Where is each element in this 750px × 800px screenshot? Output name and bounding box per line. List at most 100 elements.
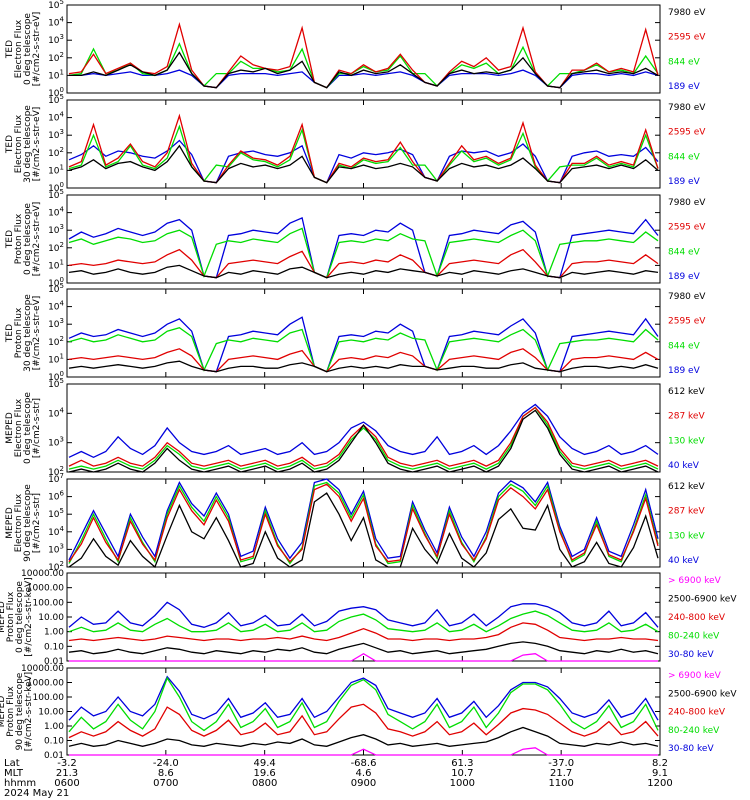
y-tick-label: 105 bbox=[48, 0, 64, 11]
y-axis-title-line: [#/cm2-s-str-eV] bbox=[32, 107, 42, 182]
y-axis-title-line: Proton Flux bbox=[6, 686, 16, 737]
y-axis-title-line: Proton Flux bbox=[14, 307, 24, 358]
hhmm-tick-label: 1000 bbox=[450, 778, 475, 789]
legend-entry: 2595 eV bbox=[668, 33, 706, 43]
axis-row-label-mlt: MLT bbox=[4, 768, 24, 779]
y-tick-label: 104 bbox=[48, 300, 64, 313]
y-tick-label: 0.01 bbox=[44, 657, 64, 667]
legend-entry: 844 eV bbox=[668, 247, 701, 257]
legend-entry: 7980 eV bbox=[668, 8, 706, 18]
mlt-tick-label: 4.6 bbox=[356, 768, 372, 779]
lat-tick-label: 61.3 bbox=[451, 758, 473, 769]
series-line--6900-kev bbox=[69, 652, 658, 662]
y-axis-title-line: [#/cm2-s-str] bbox=[32, 398, 42, 458]
y-axis-title-line: [#/cm2-s-str-eV] bbox=[32, 12, 42, 87]
y-axis-title-line: 30 deg telescope bbox=[23, 105, 33, 183]
lat-tick-label: -24.0 bbox=[153, 758, 179, 769]
y-axis-title-line: 0 deg telescope bbox=[23, 13, 33, 85]
y-tick-label: 10000.00 bbox=[21, 569, 64, 579]
legend-entry: > 6900 keV bbox=[668, 671, 722, 681]
y-tick-label: 101 bbox=[48, 258, 64, 271]
y-tick-label: 10.00 bbox=[38, 613, 64, 623]
y-tick-label: 104 bbox=[48, 16, 64, 29]
y-tick-label: 100.00 bbox=[33, 598, 65, 608]
y-tick-label: 103 bbox=[48, 542, 64, 555]
legend-entry: 2595 eV bbox=[668, 223, 706, 233]
y-axis-title-line: TED bbox=[5, 230, 15, 249]
legend-entry: 189 eV bbox=[668, 272, 701, 282]
y-tick-label: 104 bbox=[48, 406, 64, 419]
y-tick-label: 102 bbox=[48, 465, 64, 478]
y-axis-title-line: MEPED bbox=[0, 601, 7, 633]
series-line-80-240-kev bbox=[68, 610, 659, 633]
panel-frame bbox=[66, 99, 661, 189]
series-line-80-240-kev bbox=[68, 676, 659, 733]
series-line-189-ev bbox=[68, 316, 659, 373]
legend-entry: 240-800 keV bbox=[668, 613, 726, 623]
series-line-30-80-kev bbox=[68, 601, 659, 628]
series-line-7980-ev bbox=[68, 144, 659, 184]
legend-entry: 40 keV bbox=[668, 556, 700, 566]
mlt-tick-label: 21.7 bbox=[550, 768, 572, 779]
lat-tick-label: 8.2 bbox=[652, 758, 668, 769]
y-tick-label: 0.10 bbox=[44, 642, 64, 652]
legend-entry: 7980 eV bbox=[668, 292, 706, 302]
lat-tick-label: -3.2 bbox=[57, 758, 77, 769]
y-axis-title-line: TED bbox=[5, 40, 15, 59]
y-tick-label: 104 bbox=[48, 206, 64, 219]
panel-1: 100 101 102 103 104 105 TED Electron Flux 0 deg … bbox=[5, 0, 706, 99]
legend-entry: 189 eV bbox=[668, 177, 701, 187]
legend-entry: 80-240 keV bbox=[668, 632, 720, 642]
y-axis-title-line: MEPED bbox=[5, 412, 15, 444]
series-line-7980-ev bbox=[68, 264, 659, 279]
y-tick-label: 100 bbox=[48, 276, 64, 289]
series-line-40-kev bbox=[68, 403, 659, 459]
y-tick-label: 105 bbox=[48, 93, 64, 106]
mlt-tick-label: 19.6 bbox=[254, 768, 276, 779]
series-line-240-800-kev bbox=[68, 622, 659, 642]
axis-row-label-lat: Lat bbox=[4, 758, 20, 769]
series-line-30-80-kev bbox=[68, 675, 659, 721]
lat-tick-label: -37.0 bbox=[548, 758, 574, 769]
y-tick-label: 100 bbox=[48, 86, 64, 99]
y-tick-label: 0.01 bbox=[44, 751, 64, 761]
legend-entry: 7980 eV bbox=[668, 103, 706, 113]
y-axis-title-line: [#/cm2-s-str-eV] bbox=[32, 296, 42, 371]
y-tick-label: 102 bbox=[48, 241, 64, 254]
y-tick-label: 105 bbox=[48, 507, 64, 520]
series-line-844-ev bbox=[68, 227, 659, 279]
series-line-2500-6900-kev bbox=[68, 726, 659, 747]
date-label: 2024 May 21 bbox=[4, 788, 69, 799]
y-tick-label: 103 bbox=[48, 436, 64, 449]
legend-entry: 2500-6900 keV bbox=[668, 689, 737, 699]
legend-entry: 287 keV bbox=[668, 412, 705, 422]
legend-entry: > 6900 keV bbox=[668, 576, 722, 586]
y-axis-title-line: Proton Flux bbox=[6, 591, 16, 642]
legend-entry: 844 eV bbox=[668, 152, 701, 162]
y-tick-label: 100 bbox=[48, 181, 64, 194]
panel-7: 0.01 0.10 1.00 10.00 100.00 1000.00 10000.00 ME… bbox=[0, 569, 737, 667]
y-tick-label: 0.10 bbox=[44, 737, 64, 747]
series-line-240-800-kev bbox=[68, 703, 659, 739]
series-line-287-kev bbox=[68, 483, 659, 563]
mlt-tick-label: 9.1 bbox=[652, 768, 668, 779]
y-axis-title-line: 90 deg telescope bbox=[23, 484, 33, 562]
legend-entry: 2595 eV bbox=[668, 128, 706, 138]
y-tick-label: 102 bbox=[48, 51, 64, 64]
y-tick-label: 105 bbox=[48, 188, 64, 201]
y-tick-label: 10000.00 bbox=[21, 664, 64, 674]
mlt-tick-label: 8.6 bbox=[158, 768, 174, 779]
y-axis-title-line: [#/cm2-s-str-keV] bbox=[24, 672, 34, 751]
mlt-tick-label: 10.7 bbox=[451, 768, 473, 779]
series-line-2595-ev bbox=[68, 113, 659, 184]
panel-3: 100 101 102 103 104 105 TED Proton Flux 0 deg te… bbox=[5, 188, 706, 289]
y-axis-title-line: TED bbox=[5, 324, 15, 343]
y-axis-title-line: [#/cm2-s-str-keV] bbox=[24, 577, 34, 656]
legend-entry: 189 eV bbox=[668, 82, 701, 92]
hhmm-tick-label: 1100 bbox=[548, 778, 573, 789]
series-line-844-ev bbox=[68, 326, 659, 373]
y-tick-label: 103 bbox=[48, 33, 64, 46]
series-line-612-kev bbox=[68, 409, 659, 473]
